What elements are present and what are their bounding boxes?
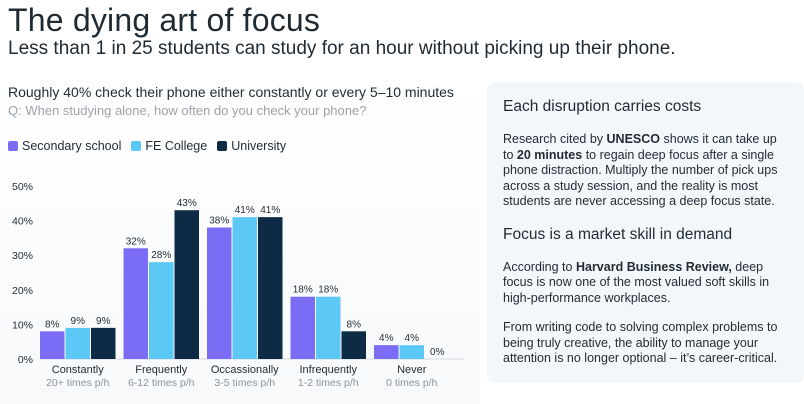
y-tick-label: 30%	[12, 250, 33, 262]
bar	[91, 327, 116, 359]
category-label: Occassionally	[211, 364, 279, 376]
chart-heading: Roughly 40% check their phone either con…	[8, 84, 454, 100]
bar	[149, 262, 174, 359]
legend-swatch-university	[217, 141, 228, 151]
bar	[290, 296, 315, 359]
category-label: Constantly	[52, 364, 104, 376]
section-heading-costs: Each disruption carries costs	[503, 98, 702, 115]
y-tick-label: 0%	[18, 354, 33, 366]
bar	[316, 296, 341, 359]
bar	[232, 217, 257, 359]
bar-value-label: 8%	[347, 319, 362, 330]
bar	[123, 248, 148, 359]
category-sublabel: 3-5 times p/h	[214, 377, 275, 389]
category-sublabel: 1-2 times p/h	[298, 377, 359, 389]
legend-label-secondary: Secondary school	[22, 139, 122, 153]
section-heading-market-skill: Focus is a market skill in demand	[503, 225, 733, 243]
legend-label-university: University	[231, 139, 287, 153]
chart-legend: Secondary school FE College University	[8, 139, 286, 153]
legend-item-secondary: Secondary school	[8, 139, 121, 153]
page-subtitle: Less than 1 in 25 students can study for…	[8, 38, 676, 59]
y-tick-label: 20%	[12, 285, 33, 297]
bar-value-label: 18%	[293, 285, 313, 296]
category-sublabel: 0 times p/h	[386, 377, 438, 389]
paragraph-career: From writing code to solving complex pro…	[503, 320, 778, 365]
bar	[399, 345, 424, 359]
y-tick-label: 10%	[12, 319, 33, 331]
category-sublabel: 6-12 times p/h	[128, 377, 195, 389]
legend-item-university: University	[217, 139, 286, 153]
bar-value-label: 9%	[71, 316, 86, 327]
bar	[40, 331, 65, 359]
bar-value-label: 43%	[177, 198, 197, 209]
bar-value-label: 28%	[151, 250, 171, 261]
info-panel: Each disruption carries costs Research c…	[487, 82, 804, 383]
bar-value-label: 0%	[430, 347, 445, 358]
bar-value-label: 4%	[379, 333, 394, 344]
chart-panel: Roughly 40% check their phone either con…	[0, 72, 480, 404]
paragraph-unesco: Research cited by UNESCO shows it can ta…	[503, 132, 790, 210]
bar-value-label: 9%	[96, 316, 111, 327]
p1-text-a: Research cited by	[503, 132, 607, 146]
category-label: Infrequently	[300, 364, 358, 376]
p2-text-a: According to	[503, 259, 576, 274]
legend-label-fe-college: FE College	[145, 139, 208, 153]
p1-text-c: to regain deep focus after a single phon…	[503, 147, 778, 209]
bar-value-label: 4%	[405, 333, 420, 344]
legend-swatch-secondary	[8, 141, 18, 151]
bar	[174, 210, 199, 359]
bar	[207, 227, 232, 359]
category-sublabel: 20+ times p/h	[46, 377, 109, 389]
bar	[341, 331, 366, 359]
bar-value-label: 8%	[45, 319, 60, 330]
y-tick-label: 50%	[12, 181, 33, 193]
p2-bold-hbr: Harvard Business Review,	[575, 259, 732, 274]
page-title: The dying art of focus	[8, 2, 321, 38]
bar	[374, 345, 399, 359]
bar-value-label: 41%	[260, 205, 280, 216]
bar	[65, 327, 90, 359]
bar-value-label: 18%	[318, 285, 338, 296]
bar	[258, 217, 283, 359]
legend-swatch-fe-college	[131, 141, 142, 151]
legend-item-fe-college: FE College	[131, 139, 207, 153]
bar-value-label: 41%	[235, 205, 255, 216]
chart-question: Q: When studying alone, how often do you…	[8, 103, 367, 118]
p1-text-b: shows it can take up to	[503, 132, 777, 162]
paragraph-hbr: According to Harvard Business Review, de…	[503, 260, 790, 307]
category-label: Frequently	[135, 364, 187, 376]
p2-text-b: deep focus is now one of the most valued…	[503, 259, 770, 305]
bar-value-label: 38%	[209, 216, 229, 227]
y-tick-label: 40%	[12, 216, 33, 228]
bar-value-label: 32%	[126, 236, 146, 247]
p1-bold-unesco: UNESCO	[606, 132, 661, 146]
category-label: Never	[397, 364, 427, 376]
p1-bold-minutes: 20 minutes	[516, 147, 583, 162]
